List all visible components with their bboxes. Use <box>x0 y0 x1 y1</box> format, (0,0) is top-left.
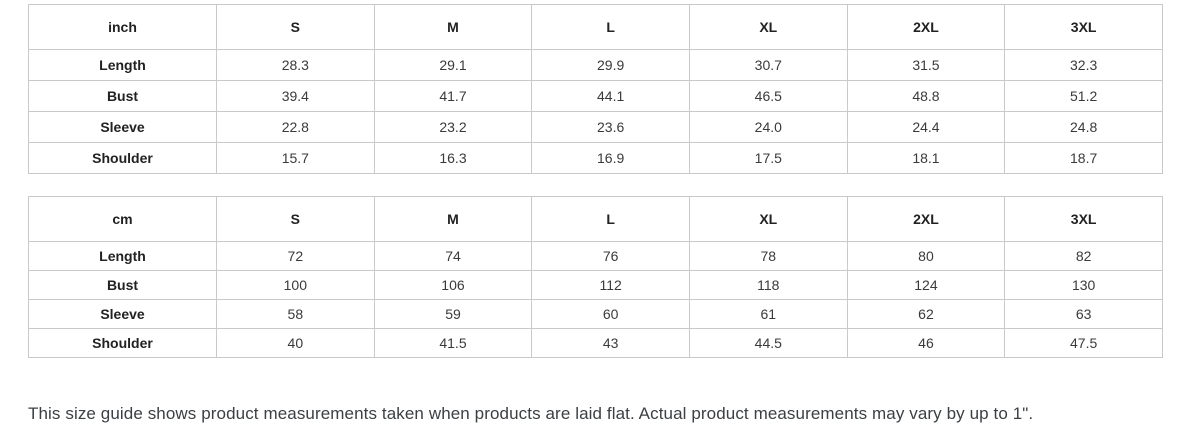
size-tables: inch S M L XL 2XL 3XL Length 28.3 29.1 29.9 30.7 31.… <box>28 4 1163 358</box>
measurement-value: 24.0 <box>688 111 848 143</box>
measurement-row-shoulder: Shoulder 15.7 16.3 16.9 17.5 18.1 18.7 <box>28 142 1163 174</box>
measurement-label: Shoulder <box>28 142 217 174</box>
measurement-value: 46.5 <box>688 80 848 112</box>
measurement-value: 61 <box>688 299 848 329</box>
measurement-value: 51.2 <box>1004 80 1163 112</box>
size-header-m: M <box>373 4 533 50</box>
size-header-s: S <box>216 196 375 242</box>
measurement-value: 80 <box>846 241 1006 271</box>
measurement-value: 62 <box>846 299 1006 329</box>
size-header-m: M <box>373 196 533 242</box>
measurement-value: 15.7 <box>216 142 375 174</box>
measurement-row-sleeve: Sleeve 22.8 23.2 23.6 24.0 24.4 24.8 <box>28 111 1163 143</box>
measurement-label: Sleeve <box>28 111 217 143</box>
size-header-l: L <box>531 196 690 242</box>
measurement-value: 29.9 <box>531 49 690 81</box>
measurement-label: Length <box>28 49 217 81</box>
measurement-value: 43 <box>531 328 690 358</box>
header-row: cm S M L XL 2XL 3XL <box>28 196 1163 242</box>
measurement-value: 24.8 <box>1004 111 1163 143</box>
measurement-row-bust: Bust 39.4 41.7 44.1 46.5 48.8 51.2 <box>28 80 1163 112</box>
measurement-value: 100 <box>216 270 375 300</box>
measurement-value: 24.4 <box>846 111 1006 143</box>
measurement-value: 22.8 <box>216 111 375 143</box>
measurement-value: 118 <box>688 270 848 300</box>
measurement-value: 44.1 <box>531 80 690 112</box>
measurement-value: 16.9 <box>531 142 690 174</box>
measurement-value: 44.5 <box>688 328 848 358</box>
measurement-row-length: Length 28.3 29.1 29.9 30.7 31.5 32.3 <box>28 49 1163 81</box>
unit-header-cm: cm <box>28 196 217 242</box>
measurement-value: 40 <box>216 328 375 358</box>
measurement-value: 47.5 <box>1004 328 1163 358</box>
measurement-row-sleeve: Sleeve 58 59 60 61 62 63 <box>28 299 1163 329</box>
measurement-value: 130 <box>1004 270 1163 300</box>
unit-header-inch: inch <box>28 4 217 50</box>
measurement-label: Length <box>28 241 217 271</box>
measurement-value: 18.1 <box>846 142 1006 174</box>
measurement-value: 60 <box>531 299 690 329</box>
measurement-label: Bust <box>28 80 217 112</box>
measurement-value: 32.3 <box>1004 49 1163 81</box>
measurement-row-bust: Bust 100 106 112 118 124 130 <box>28 270 1163 300</box>
measurement-label: Bust <box>28 270 217 300</box>
measurement-value: 16.3 <box>373 142 533 174</box>
size-header-3xl: 3XL <box>1004 4 1163 50</box>
measurement-label: Shoulder <box>28 328 217 358</box>
size-header-3xl: 3XL <box>1004 196 1163 242</box>
size-guide-note: This size guide shows product measuremen… <box>28 404 1034 423</box>
measurement-value: 31.5 <box>846 49 1006 81</box>
measurement-value: 59 <box>373 299 533 329</box>
measurement-value: 23.6 <box>531 111 690 143</box>
header-row: inch S M L XL 2XL 3XL <box>28 4 1163 50</box>
measurement-value: 72 <box>216 241 375 271</box>
measurement-value: 74 <box>373 241 533 271</box>
measurement-value: 63 <box>1004 299 1163 329</box>
measurement-value: 30.7 <box>688 49 848 81</box>
size-header-xl: XL <box>688 196 848 242</box>
measurement-value: 112 <box>531 270 690 300</box>
size-header-xl: XL <box>688 4 848 50</box>
measurement-value: 76 <box>531 241 690 271</box>
measurement-value: 23.2 <box>373 111 533 143</box>
measurement-value: 58 <box>216 299 375 329</box>
measurement-value: 48.8 <box>846 80 1006 112</box>
size-table-cm: cm S M L XL 2XL 3XL Length 72 74 76 78 80 82 Bust 100 10… <box>28 196 1163 358</box>
size-header-2xl: 2XL <box>846 196 1006 242</box>
measurement-value: 17.5 <box>688 142 848 174</box>
measurement-value: 46 <box>846 328 1006 358</box>
measurement-value: 39.4 <box>216 80 375 112</box>
measurement-value: 106 <box>373 270 533 300</box>
measurement-value: 41.5 <box>373 328 533 358</box>
measurement-label: Sleeve <box>28 299 217 329</box>
size-header-2xl: 2XL <box>846 4 1006 50</box>
measurement-value: 82 <box>1004 241 1163 271</box>
measurement-value: 29.1 <box>373 49 533 81</box>
measurement-value: 18.7 <box>1004 142 1163 174</box>
measurement-row-length: Length 72 74 76 78 80 82 <box>28 241 1163 271</box>
measurement-value: 28.3 <box>216 49 375 81</box>
size-table-inch: inch S M L XL 2XL 3XL Length 28.3 29.1 29.9 30.7 31.… <box>28 4 1163 174</box>
measurement-row-shoulder: Shoulder 40 41.5 43 44.5 46 47.5 <box>28 328 1163 358</box>
measurement-value: 78 <box>688 241 848 271</box>
size-header-s: S <box>216 4 375 50</box>
measurement-value: 124 <box>846 270 1006 300</box>
measurement-value: 41.7 <box>373 80 533 112</box>
size-header-l: L <box>531 4 690 50</box>
